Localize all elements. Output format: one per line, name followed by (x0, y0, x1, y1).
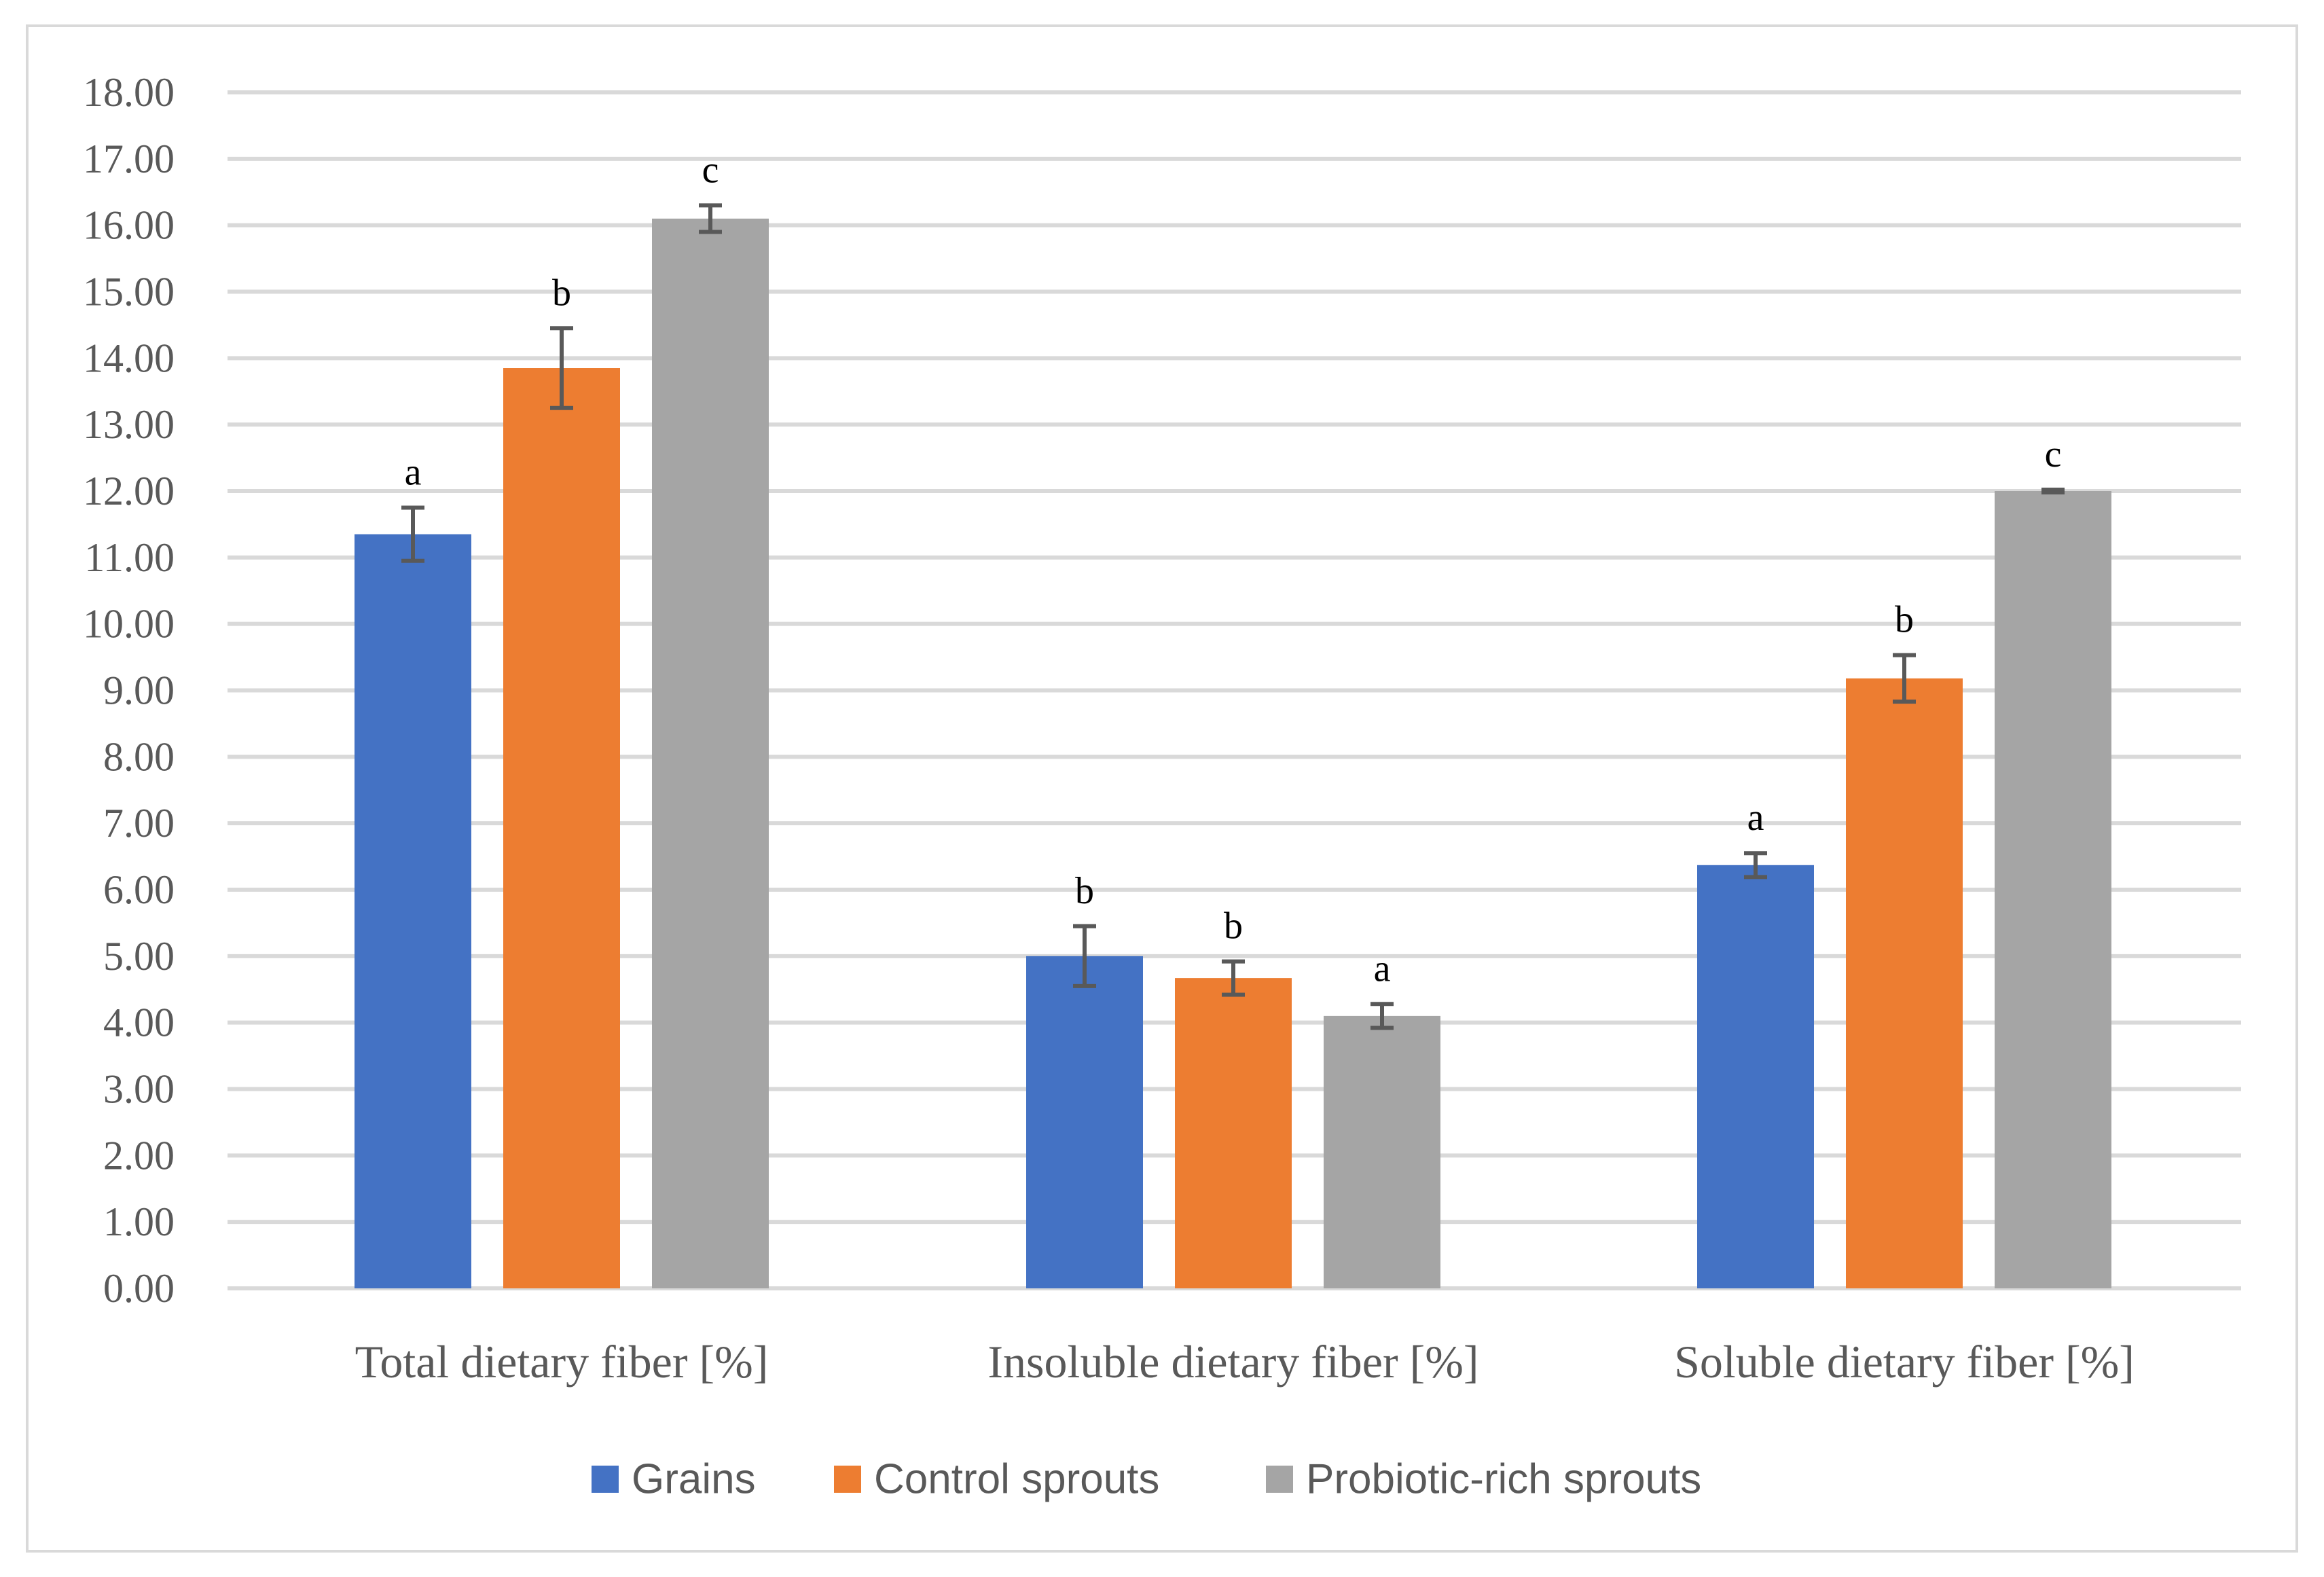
bar (1324, 1015, 1440, 1288)
legend-label: Probiotic-rich sprouts (1306, 1456, 1701, 1503)
legend-swatch (1266, 1466, 1293, 1493)
legend-label: Grains (632, 1456, 756, 1503)
significance-letter: a (405, 451, 422, 493)
y-tick-label: 6.00 (103, 867, 175, 912)
significance-letter: b (552, 272, 571, 314)
y-tick-label: 1.00 (103, 1199, 175, 1244)
y-tick-label: 9.00 (103, 668, 175, 713)
y-tick-label: 13.00 (83, 402, 175, 447)
y-tick-label: 11.00 (84, 535, 175, 580)
bar (1697, 865, 1814, 1288)
significance-letter: b (1224, 905, 1243, 947)
significance-letter: a (1747, 797, 1764, 839)
bar (1846, 678, 1963, 1288)
x-category-label: Soluble dietary fiber [%] (1674, 1336, 2135, 1388)
legend: Grains Control sprouts Probiotic-rich spro… (592, 1456, 1701, 1503)
y-tick-label: 16.00 (83, 203, 175, 248)
significance-letter: c (702, 149, 719, 191)
y-tick-label: 2.00 (103, 1133, 175, 1178)
legend-swatch (834, 1466, 861, 1493)
x-category-label: Total dietary fiber [%] (355, 1336, 769, 1388)
significance-letter: a (1374, 947, 1391, 990)
bar (503, 368, 620, 1289)
y-tick-label: 5.00 (103, 934, 175, 979)
y-tick-label: 0.00 (103, 1266, 175, 1311)
significance-letter: c (2045, 433, 2062, 475)
y-tick-label: 14.00 (83, 336, 175, 380)
y-tick-label: 12.00 (83, 469, 175, 513)
y-tick-label: 7.00 (103, 801, 175, 846)
bar (1175, 978, 1292, 1288)
y-tick-label: 3.00 (103, 1067, 175, 1112)
x-axis-category-labels: Total dietary fiber [%] Insoluble dietary… (355, 1336, 2135, 1388)
y-tick-label: 15.00 (83, 270, 175, 314)
bar (1026, 956, 1143, 1288)
y-tick-label: 10.00 (83, 602, 175, 647)
y-tick-label: 8.00 (103, 734, 175, 779)
bar (355, 534, 471, 1288)
bar (652, 218, 769, 1289)
bar (1995, 491, 2111, 1288)
legend-label: Control sprouts (874, 1456, 1159, 1503)
x-category-label: Insoluble dietary fiber [%] (987, 1336, 1478, 1388)
y-tick-label: 17.00 (83, 137, 175, 181)
error-bars (401, 203, 2065, 1030)
significance-letter: b (1075, 870, 1094, 912)
bars (355, 218, 2111, 1289)
legend-swatch (592, 1466, 619, 1493)
significance-letter: b (1895, 599, 1914, 641)
y-tick-label: 18.00 (83, 70, 175, 115)
y-tick-label: 4.00 (103, 1000, 175, 1045)
significance-letters: a b a b b b c a c (405, 149, 2062, 990)
y-axis-tick-labels: 0.00 1.00 2.00 3.00 4.00 5.00 6.00 7.00 8.00 9.00… (83, 70, 175, 1311)
